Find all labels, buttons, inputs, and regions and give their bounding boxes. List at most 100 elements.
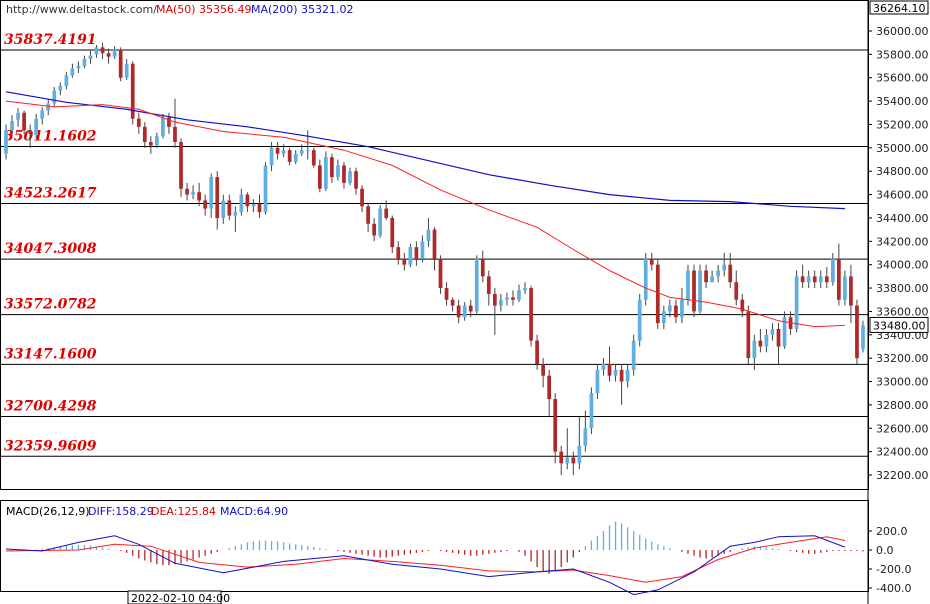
candle-body	[378, 208, 383, 236]
candle-body	[287, 150, 292, 162]
candle-body	[613, 369, 618, 376]
candle-body	[505, 297, 509, 300]
candle-body	[185, 188, 189, 195]
candle-body	[354, 171, 358, 189]
candle-body	[764, 334, 769, 347]
candle-body	[535, 340, 539, 364]
candle-body	[173, 126, 177, 142]
candle-body	[746, 311, 751, 359]
level-label: 35011.1602	[4, 129, 97, 145]
candle-body	[209, 177, 214, 209]
candle-body	[849, 276, 853, 306]
candle-body	[444, 288, 449, 300]
candle-body	[336, 165, 340, 178]
candle-body	[215, 177, 220, 218]
ma50-value: 35356.49	[199, 3, 252, 16]
candle-body	[571, 457, 576, 464]
candle-body	[517, 290, 521, 300]
candle-body	[16, 112, 20, 120]
candle-body	[263, 165, 268, 213]
price-tick-label: 32400.00	[876, 446, 929, 459]
candle-body	[668, 305, 672, 312]
candle-body	[46, 103, 51, 111]
candle-body	[148, 142, 153, 146]
candle-body	[64, 75, 69, 86]
candle-body	[643, 258, 648, 300]
candle-body	[752, 340, 757, 359]
candle-body	[420, 241, 425, 259]
candle-body	[710, 276, 714, 283]
candle-body	[305, 150, 310, 152]
candle-body	[861, 325, 865, 349]
candle-body	[402, 258, 407, 265]
candle-body	[426, 229, 431, 242]
candle-body	[511, 297, 515, 300]
macd-tick-label: 200.0	[876, 525, 908, 538]
candle-body	[203, 200, 208, 209]
candle-body	[269, 147, 274, 166]
level-label: 32700.4298	[4, 399, 97, 415]
candle-body	[396, 247, 401, 259]
current-price: 33480.00	[873, 319, 926, 332]
candle-body	[529, 288, 533, 341]
price-tick-label: 36000.00	[876, 25, 929, 38]
candle-body	[692, 270, 696, 312]
candle-body	[432, 229, 437, 259]
ma200-label: MA(200)	[251, 3, 298, 16]
candle-body	[239, 194, 244, 213]
macd-tick-label: -400.0	[876, 582, 911, 595]
candle-body	[559, 451, 564, 464]
price-tick-label: 34200.00	[876, 235, 929, 248]
macd-title: MACD(26,12,9)	[6, 505, 90, 518]
price-tick-label: 32200.00	[876, 469, 929, 482]
level-label: 34523.2617	[4, 186, 97, 202]
candle-body	[155, 136, 159, 146]
candle-body	[76, 66, 81, 69]
candle-body	[547, 375, 552, 400]
candle-body	[680, 299, 684, 318]
candle-body	[94, 47, 99, 55]
candle-body	[625, 369, 630, 382]
price-tick-label: 32600.00	[876, 422, 929, 435]
candle-body	[384, 208, 389, 218]
candle-body	[136, 118, 141, 127]
price-tick-label: 34800.00	[876, 165, 929, 178]
price-tick-label: 35600.00	[876, 72, 929, 85]
candle-body	[52, 90, 57, 104]
candle-body	[812, 276, 817, 283]
ma200-value: 35321.02	[301, 3, 354, 16]
candle-body	[722, 264, 727, 271]
candle-body	[342, 165, 346, 183]
candle-body	[88, 55, 93, 60]
candle-body	[293, 153, 298, 162]
candle-body	[728, 264, 733, 283]
candle-body	[607, 364, 612, 376]
candle-body	[40, 110, 45, 119]
candle-body	[800, 276, 805, 283]
candle-body	[106, 53, 111, 57]
candle-body	[686, 270, 690, 300]
candle-body	[577, 445, 582, 464]
price-tick-label: 32800.00	[876, 399, 929, 412]
candle-body	[794, 276, 799, 329]
price-tick-label: 35400.00	[876, 95, 929, 108]
macd-hist-label: MACD:64.90	[220, 505, 288, 518]
candle-body	[595, 369, 600, 394]
price-tick-label: 33800.00	[876, 282, 929, 295]
macd-diff-label: DIFF:158.29	[88, 505, 154, 518]
candle-body	[438, 258, 443, 289]
candle-body	[317, 165, 322, 189]
price-tick-label: 33000.00	[876, 376, 929, 389]
candle-body	[372, 223, 377, 236]
candle-body	[704, 270, 708, 283]
candle-body	[806, 276, 811, 283]
candle-body	[414, 247, 419, 259]
candle-body	[4, 130, 8, 154]
candle-body	[58, 85, 63, 91]
candle-body	[197, 192, 201, 201]
candle-body	[221, 200, 226, 218]
candle-body	[830, 258, 835, 283]
candle-body	[480, 258, 485, 277]
price-tick-label: 35200.00	[876, 118, 929, 131]
